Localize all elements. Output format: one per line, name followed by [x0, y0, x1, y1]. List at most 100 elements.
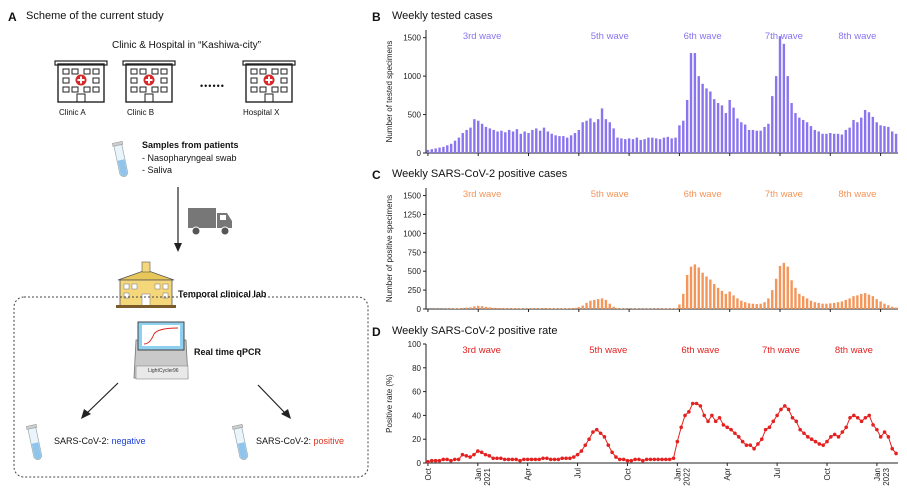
data-point	[664, 457, 668, 462]
y-tick-label: 1500	[403, 34, 421, 43]
data-point	[717, 415, 722, 420]
wave-label: 8th wave	[838, 189, 876, 200]
bar	[446, 145, 449, 153]
bar	[682, 120, 685, 153]
bar	[844, 129, 847, 153]
bar	[666, 308, 670, 309]
bar	[504, 132, 507, 153]
bar	[643, 139, 646, 153]
data-point	[472, 452, 476, 457]
bar	[477, 120, 480, 153]
data-point	[579, 449, 584, 453]
data-point	[464, 454, 469, 458]
qpcr-label: Real time qPCR	[194, 347, 262, 357]
bar	[747, 129, 751, 153]
bar	[856, 295, 859, 309]
bar	[527, 308, 530, 309]
bar	[585, 302, 588, 309]
y-tick-label: 80	[412, 364, 421, 373]
bar	[894, 133, 898, 153]
bar	[550, 308, 553, 309]
data-point	[683, 413, 687, 418]
clinic-a-label: Clinic A	[59, 108, 86, 117]
positive-value: positive	[313, 436, 345, 446]
chart-c: 0 250 500 750 1000 1250 1500 Number of positive…	[385, 188, 898, 314]
negative-prefix: SARS-CoV-2:	[54, 436, 112, 446]
bar	[879, 301, 882, 309]
clinic-heading: Clinic & Hospital in “Kashiwa-city”	[112, 40, 261, 51]
bar	[867, 112, 871, 153]
data-point	[721, 423, 726, 427]
bar	[546, 308, 550, 309]
data-point	[545, 456, 549, 461]
y-tick-label: 1500	[403, 192, 421, 201]
data-point	[644, 457, 649, 462]
wave-label: 6th wave	[684, 189, 722, 200]
bar	[709, 279, 712, 309]
data-point	[806, 435, 810, 439]
data-point	[641, 458, 645, 463]
bar	[608, 303, 611, 309]
data-point	[790, 415, 795, 420]
bar	[678, 304, 681, 309]
data-point	[829, 435, 833, 439]
bar	[600, 298, 604, 309]
negative-value: negative	[111, 436, 146, 446]
data-point	[882, 430, 887, 434]
panel-d-letter: D	[372, 325, 381, 339]
bar	[759, 303, 762, 309]
x-tick-label: Oct	[823, 467, 832, 480]
bar	[550, 133, 553, 153]
bar	[860, 117, 863, 153]
bar	[453, 140, 457, 153]
x-tick-label: Jan	[673, 468, 682, 481]
data-point	[575, 452, 580, 457]
data-point	[594, 427, 599, 432]
panel-d-title: Weekly SARS-CoV-2 positive rate	[392, 325, 558, 337]
samples-title: Samples from patients	[142, 140, 239, 150]
data-point	[652, 457, 657, 462]
bar	[763, 302, 766, 309]
data-point	[518, 458, 522, 463]
data-point	[794, 419, 799, 424]
bar	[794, 113, 797, 153]
bar	[693, 53, 697, 153]
wave-label: 8th wave	[838, 31, 876, 42]
bar	[844, 299, 847, 309]
bar	[469, 307, 472, 309]
data-point	[610, 450, 614, 455]
data-point	[759, 437, 764, 442]
data-point	[506, 457, 511, 462]
data-point	[667, 457, 672, 462]
clinic-b-label: Clinic B	[127, 108, 155, 117]
bar	[461, 307, 464, 309]
bar	[732, 295, 735, 309]
data-point	[802, 431, 806, 436]
data-point	[756, 442, 760, 446]
data-point	[583, 443, 588, 447]
clinic-ellipsis: ••••••	[200, 81, 225, 91]
bar	[538, 130, 542, 153]
bar	[465, 307, 468, 309]
bar	[678, 125, 681, 153]
bar	[542, 127, 546, 153]
bar	[519, 133, 522, 153]
bar	[871, 296, 875, 309]
y-tick-label: 0	[417, 305, 422, 314]
bar	[569, 308, 573, 309]
bar	[713, 284, 716, 309]
bar	[825, 133, 828, 153]
x-tick-label: Jan	[474, 468, 483, 481]
bar	[782, 262, 786, 309]
bar	[647, 137, 650, 153]
bar	[616, 308, 619, 309]
data-point	[533, 457, 538, 462]
wave-label: 7th wave	[762, 345, 800, 356]
data-point	[460, 452, 465, 457]
bar	[484, 306, 488, 309]
bar	[507, 308, 511, 309]
panel-c-title: Weekly SARS-CoV-2 positive cases	[392, 168, 568, 180]
bar	[790, 103, 793, 153]
lab-label: Temporal clinical lab	[178, 289, 267, 299]
